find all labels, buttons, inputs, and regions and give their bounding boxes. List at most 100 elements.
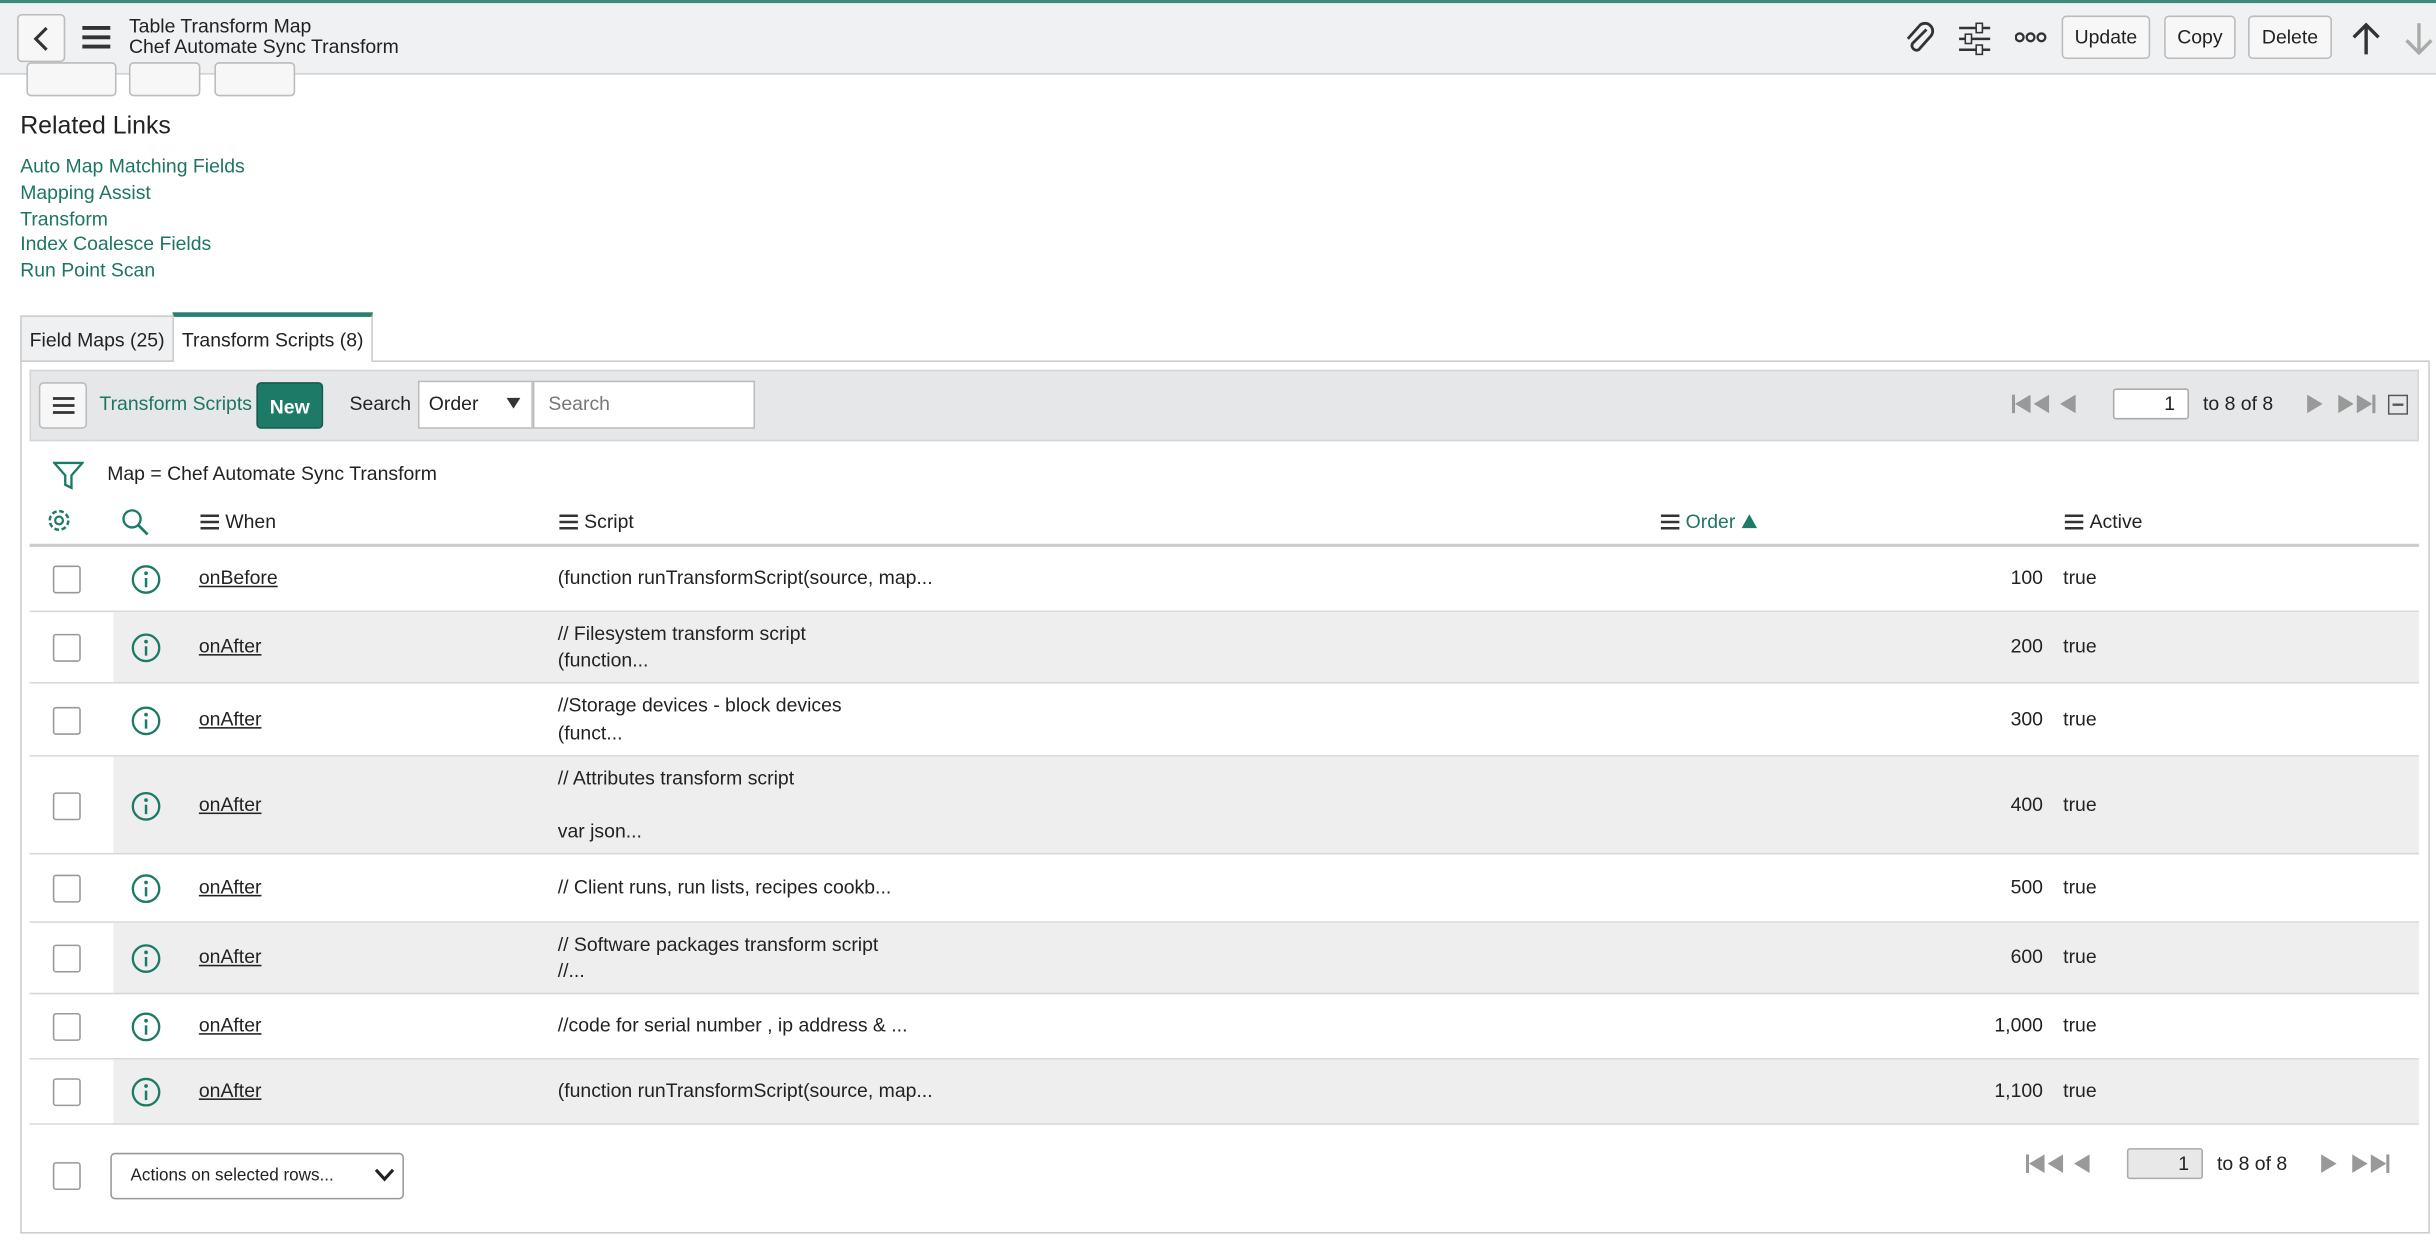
order-cell: 1,000 — [1994, 1014, 2043, 1037]
prev-record-icon[interactable] — [2351, 22, 2382, 56]
row-checkbox[interactable] — [52, 944, 81, 973]
script-text: // Attributes transform script — [557, 766, 795, 789]
script-text: //Storage devices - block devices — [557, 693, 842, 716]
column-header[interactable]: Script — [584, 511, 634, 533]
active-cell: true — [2063, 567, 2097, 589]
more-icon[interactable] — [2015, 30, 2049, 46]
first-page-icon[interactable] — [2025, 1154, 2064, 1173]
row-checkbox[interactable] — [52, 706, 81, 735]
page-input[interactable]: 1 — [2126, 1148, 2204, 1180]
collapse-icon[interactable] — [2387, 394, 2409, 415]
search-icon[interactable] — [121, 508, 149, 536]
info-icon[interactable] — [131, 705, 162, 736]
related-link[interactable]: Run Point Scan — [20, 259, 156, 282]
info-icon[interactable] — [131, 790, 162, 821]
menu-icon[interactable] — [81, 22, 112, 53]
order-cell: 300 — [2010, 707, 2043, 730]
next-record-icon[interactable] — [2403, 22, 2434, 56]
when-link[interactable]: onBefore — [198, 567, 278, 589]
row-rule — [29, 921, 2419, 923]
update-button[interactable]: Update — [2061, 15, 2151, 60]
tab-active[interactable]: Transform Scripts (8) — [172, 312, 373, 362]
script-text: (function... — [557, 648, 649, 671]
column-menu-icon[interactable] — [559, 514, 578, 530]
script-text: (function runTransformScript(source, map… — [557, 1079, 933, 1102]
select-all-checkbox[interactable] — [52, 1162, 81, 1191]
active-cell: true — [2063, 946, 2097, 968]
script-text: //code for serial number , ip address & … — [557, 1014, 908, 1037]
column-header[interactable]: Order — [1685, 511, 1736, 533]
select-caret — [506, 397, 521, 409]
column-header[interactable]: Active — [2089, 511, 2143, 533]
new-button[interactable]: New — [256, 382, 324, 429]
row-checkbox[interactable] — [52, 874, 81, 903]
header-rule — [29, 543, 2419, 547]
column-header[interactable]: When — [225, 511, 277, 533]
next-page-icon[interactable] — [2321, 1154, 2338, 1173]
info-icon[interactable] — [131, 873, 162, 904]
settings-icon[interactable] — [1958, 22, 1992, 56]
last-page-icon[interactable] — [2338, 394, 2376, 414]
active-cell: true — [2063, 635, 2097, 658]
copy-button[interactable]: Copy — [2164, 15, 2236, 60]
active-cell: true — [2063, 793, 2097, 815]
back-button[interactable] — [17, 13, 66, 63]
actions-select[interactable]: Actions on selected rows... — [110, 1152, 404, 1200]
order-cell: 500 — [2010, 876, 2043, 898]
row-rule — [29, 992, 2419, 995]
when-link[interactable]: onAfter — [198, 707, 262, 730]
related-link[interactable]: Transform — [20, 207, 108, 230]
cut-off-button[interactable] — [128, 62, 201, 97]
list-title[interactable]: Transform Scripts — [99, 393, 252, 415]
info-icon[interactable] — [131, 564, 162, 595]
when-link[interactable]: onAfter — [198, 876, 262, 898]
prev-page-icon[interactable] — [2074, 1154, 2091, 1173]
related-link[interactable]: Mapping Assist — [20, 181, 151, 204]
column-menu-icon[interactable] — [200, 514, 220, 530]
list-menu-icon — [52, 397, 75, 414]
row-checkbox[interactable] — [52, 791, 81, 820]
first-page-icon[interactable] — [2011, 394, 2050, 414]
active-cell: true — [2063, 707, 2097, 730]
when-link[interactable]: onAfter — [198, 635, 262, 658]
related-link[interactable]: Index Coalesce Fields — [20, 233, 212, 256]
row-checkbox[interactable] — [52, 1012, 81, 1041]
last-page-icon[interactable] — [2352, 1154, 2390, 1173]
script-text: // Filesystem transform script — [557, 622, 806, 644]
script-text: //... — [557, 959, 585, 982]
prev-page-icon[interactable] — [2060, 394, 2077, 414]
info-icon[interactable] — [131, 632, 162, 663]
related-link[interactable]: Auto Map Matching Fields — [20, 155, 245, 178]
info-icon[interactable] — [131, 1077, 162, 1108]
script-text: (funct... — [557, 721, 623, 744]
cut-off-button[interactable] — [214, 62, 296, 97]
row-rule — [29, 1058, 2419, 1060]
column-menu-icon[interactable] — [1660, 514, 1680, 530]
next-page-icon[interactable] — [2307, 394, 2324, 414]
gear-icon[interactable] — [45, 506, 73, 534]
when-link[interactable]: onAfter — [198, 1079, 262, 1102]
row-rule — [29, 682, 2419, 684]
info-icon[interactable] — [131, 1011, 162, 1042]
page-range: to 8 of 8 — [2203, 393, 2274, 415]
cut-off-button[interactable] — [26, 62, 117, 97]
row-stripe — [113, 1059, 2419, 1125]
row-checkbox[interactable] — [52, 633, 81, 662]
column-menu-icon[interactable] — [2064, 514, 2084, 530]
info-icon[interactable] — [131, 943, 162, 974]
filter-icon[interactable] — [52, 460, 84, 491]
when-link[interactable]: onAfter — [198, 946, 262, 968]
active-cell: true — [2063, 876, 2097, 898]
when-link[interactable]: onAfter — [198, 1014, 262, 1037]
delete-button[interactable]: Delete — [2248, 15, 2332, 60]
search-input[interactable]: Search — [532, 380, 756, 429]
attachment-icon[interactable] — [1903, 21, 1937, 56]
form-subtitle: Chef Automate Sync Transform — [128, 35, 399, 58]
when-link[interactable]: onAfter — [198, 793, 262, 815]
row-rule — [29, 610, 2419, 613]
row-checkbox[interactable] — [52, 565, 81, 594]
row-checkbox[interactable] — [52, 1078, 81, 1107]
page-input[interactable]: 1 — [2112, 388, 2190, 420]
tab[interactable]: Field Maps (25) — [20, 315, 175, 362]
row-stripe — [113, 922, 2419, 995]
